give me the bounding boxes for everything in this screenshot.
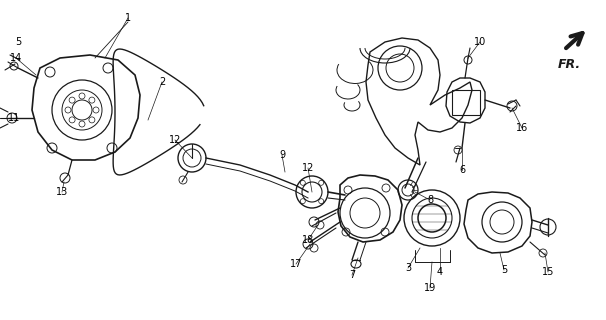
Text: 12: 12 <box>302 163 314 173</box>
Text: 15: 15 <box>542 267 554 277</box>
Text: 6: 6 <box>459 165 465 175</box>
Text: 17: 17 <box>290 259 302 269</box>
Text: 5: 5 <box>501 265 507 275</box>
Text: 10: 10 <box>474 37 486 47</box>
Text: 3: 3 <box>405 263 411 273</box>
Text: 5: 5 <box>15 37 21 47</box>
Text: 16: 16 <box>516 123 528 133</box>
Text: 18: 18 <box>302 235 314 245</box>
Text: 8: 8 <box>427 195 433 205</box>
Text: 12: 12 <box>169 135 181 145</box>
Text: 7: 7 <box>349 270 355 280</box>
Text: 14: 14 <box>10 53 22 63</box>
Text: 4: 4 <box>437 267 443 277</box>
Text: FR.: FR. <box>558 58 581 71</box>
Text: 13: 13 <box>56 187 68 197</box>
Text: 19: 19 <box>424 283 436 293</box>
Text: 11: 11 <box>8 113 20 123</box>
Text: 2: 2 <box>159 77 165 87</box>
Text: 9: 9 <box>279 150 285 160</box>
Text: 1: 1 <box>125 13 131 23</box>
